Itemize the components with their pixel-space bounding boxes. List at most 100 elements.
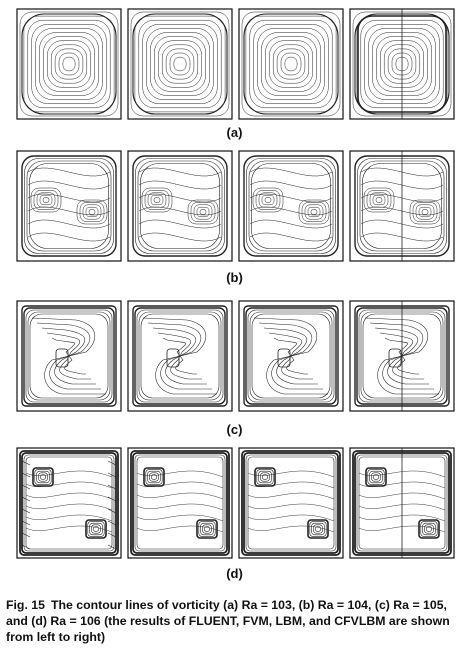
vorticity-contour bbox=[357, 15, 447, 113]
vorticity-contour bbox=[27, 219, 111, 229]
vorticity-contour bbox=[138, 219, 222, 229]
vorticity-contour bbox=[196, 519, 218, 539]
vorticity-contour bbox=[21, 544, 117, 550]
panel-d-cfvlbm bbox=[349, 447, 455, 559]
vorticity-contour bbox=[241, 450, 341, 556]
vorticity-contour bbox=[134, 454, 226, 552]
vorticity-contour bbox=[132, 155, 228, 257]
panel-b-lbm bbox=[238, 150, 344, 262]
vorticity-contour bbox=[47, 40, 91, 88]
vorticity-contour bbox=[25, 492, 113, 500]
panel-frame bbox=[16, 300, 122, 412]
vorticity-contour bbox=[358, 481, 446, 489]
vorticity-contour bbox=[27, 180, 111, 190]
vorticity-contour bbox=[136, 309, 224, 403]
vorticity-contour bbox=[412, 202, 438, 222]
vorticity-contour bbox=[251, 313, 331, 399]
vorticity-contour bbox=[265, 36, 317, 92]
row-label-a: (a) bbox=[226, 125, 243, 140]
vorticity-contour bbox=[19, 11, 119, 117]
panel-a-lbm bbox=[238, 8, 344, 120]
vorticity-contour bbox=[19, 450, 119, 556]
vorticity-contour bbox=[418, 206, 432, 218]
vorticity-contour bbox=[273, 337, 308, 375]
vorticity-contour bbox=[62, 56, 76, 72]
vorticity-contour bbox=[140, 313, 220, 399]
figure-number: Fig. 15 bbox=[6, 598, 45, 612]
vorticity-contour bbox=[27, 167, 111, 177]
vorticity-contour bbox=[25, 470, 113, 478]
vorticity-contour bbox=[150, 194, 164, 206]
panel-b-cfvlbm bbox=[349, 150, 455, 262]
vorticity-contour bbox=[24, 158, 114, 254]
vorticity-contour bbox=[32, 467, 54, 487]
panel-c-fvm bbox=[127, 300, 233, 412]
vorticity-contour bbox=[313, 524, 323, 534]
vorticity-contour bbox=[79, 202, 105, 222]
vorticity-contour bbox=[76, 199, 108, 225]
row-label-c: (c) bbox=[226, 422, 243, 437]
vorticity-contour bbox=[388, 348, 402, 368]
vorticity-contour bbox=[310, 209, 318, 215]
vorticity-contour bbox=[21, 496, 117, 502]
vorticity-contour bbox=[55, 348, 69, 368]
vorticity-contour bbox=[203, 526, 211, 532]
vorticity-contour bbox=[245, 307, 337, 405]
vorticity-contour bbox=[247, 481, 335, 489]
vorticity-contour bbox=[145, 469, 163, 485]
vorticity-contour bbox=[43, 36, 95, 92]
panel-c-fluent bbox=[16, 300, 122, 412]
vorticity-contour bbox=[135, 158, 225, 254]
vorticity-contour bbox=[130, 450, 230, 556]
vorticity-contour bbox=[255, 190, 281, 210]
vorticity-contour bbox=[50, 44, 88, 84]
vorticity-contour bbox=[21, 305, 117, 407]
panel-frame bbox=[127, 447, 233, 559]
vorticity-contour bbox=[21, 484, 117, 490]
vorticity-contour bbox=[136, 456, 224, 550]
vorticity-contour bbox=[169, 52, 191, 76]
vorticity-contour bbox=[261, 194, 275, 206]
vorticity-contour bbox=[91, 524, 101, 534]
figure-caption: Fig. 15 The contour lines of vorticity (a… bbox=[6, 597, 464, 645]
vorticity-contour bbox=[87, 521, 105, 537]
vorticity-contour bbox=[272, 44, 310, 84]
vorticity-contour bbox=[150, 474, 158, 480]
panel-d-fvm bbox=[127, 447, 233, 559]
vorticity-contour bbox=[27, 232, 111, 242]
panel-d-lbm bbox=[238, 447, 344, 559]
vorticity-contour bbox=[199, 209, 207, 215]
vorticity-contour bbox=[425, 526, 433, 532]
panel-a-cfvlbm bbox=[349, 8, 455, 120]
vorticity-contour bbox=[154, 36, 206, 92]
vorticity-contour bbox=[307, 519, 329, 539]
vorticity-contour bbox=[363, 187, 395, 213]
vorticity-contour bbox=[92, 526, 100, 532]
vorticity-contour bbox=[247, 456, 335, 550]
vorticity-contour bbox=[30, 187, 62, 213]
vorticity-contour bbox=[134, 307, 226, 405]
caption-text: The contour lines of vorticity (a) Ra = … bbox=[6, 598, 450, 644]
vorticity-contour bbox=[196, 206, 210, 218]
panel-frame bbox=[127, 8, 233, 120]
vorticity-contour bbox=[358, 503, 446, 511]
vorticity-contour bbox=[38, 472, 48, 482]
vorticity-contour bbox=[258, 470, 272, 484]
vorticity-contour bbox=[21, 460, 117, 466]
vorticity-contour bbox=[51, 337, 86, 375]
vorticity-contour bbox=[367, 469, 385, 485]
vorticity-contour bbox=[143, 467, 165, 487]
vorticity-contour bbox=[190, 202, 216, 222]
vorticity-contour bbox=[366, 190, 392, 210]
vorticity-contour bbox=[243, 305, 339, 407]
vorticity-contour bbox=[23, 454, 115, 552]
vorticity-contour bbox=[21, 155, 117, 257]
panel-frame bbox=[238, 150, 344, 262]
vorticity-contour bbox=[158, 40, 202, 88]
vorticity-contour bbox=[247, 503, 335, 511]
panel-frame bbox=[238, 300, 344, 412]
vorticity-contour bbox=[23, 307, 115, 405]
vorticity-contour bbox=[253, 24, 329, 104]
row-label-d: (d) bbox=[226, 566, 243, 581]
vorticity-contour bbox=[136, 514, 224, 522]
